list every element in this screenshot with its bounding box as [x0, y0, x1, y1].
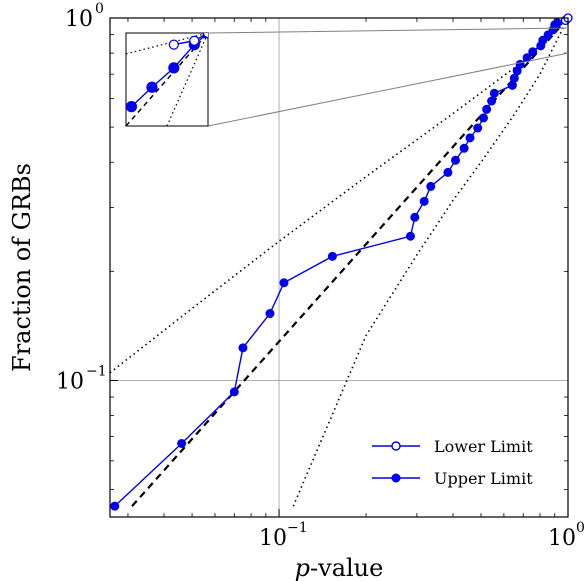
- y-tick-exponent-0: −1: [86, 363, 107, 379]
- data-point: [515, 59, 525, 69]
- data-point: [410, 212, 420, 222]
- grid-lines: [110, 18, 568, 517]
- inset-data-point: [202, 33, 208, 39]
- x-tick-exponent-1: 0: [576, 520, 585, 536]
- x-tick-label-1: 10: [548, 526, 576, 551]
- legend-entry-lower-limit: Lower Limit: [372, 437, 533, 456]
- zoom-inset: [125, 27, 569, 127]
- data-point: [229, 387, 239, 397]
- inset-reference-dotted-upper: [126, 33, 208, 55]
- legend-marker-filled-circle: [391, 473, 401, 483]
- data-point: [177, 438, 187, 448]
- data-point: [487, 96, 497, 106]
- reference-line-dotted-2: [292, 18, 568, 507]
- data-point: [528, 47, 538, 57]
- data-point: [538, 35, 548, 45]
- y-tick-exponent-1: 0: [95, 1, 104, 17]
- data-point: [419, 196, 429, 206]
- legend-label-lower: Lower Limit: [434, 437, 533, 456]
- data-point: [479, 113, 489, 123]
- data-point: [552, 18, 562, 28]
- data-point: [405, 231, 415, 241]
- axis-ticks: 10 −1 10 010 −110 0: [56, 1, 585, 551]
- inset-connector-bottom: [207, 52, 569, 127]
- data-point: [489, 88, 499, 98]
- legend-marker-open-circle: [391, 441, 401, 451]
- data-point: [279, 278, 289, 288]
- inset-connector-top: [207, 27, 569, 34]
- data-point: [110, 501, 120, 511]
- legend-label-upper: Upper Limit: [434, 469, 533, 488]
- x-axis-label: p-value: [295, 554, 384, 581]
- inset-data-point: [146, 81, 158, 93]
- data-point: [509, 73, 519, 83]
- data-point: [426, 181, 436, 191]
- data-point: [265, 309, 275, 319]
- data-point: [465, 133, 475, 143]
- data-point: [482, 104, 492, 114]
- data-point: [327, 251, 337, 261]
- inset-plot: [126, 33, 208, 126]
- y-tick-label-1: 10: [65, 7, 93, 32]
- legend: Lower Limit Upper Limit: [372, 437, 533, 488]
- inset-data-point: [168, 39, 179, 50]
- data-point: [473, 123, 483, 133]
- inset-data-point: [126, 101, 138, 113]
- x-tick-exponent-0: −1: [287, 520, 308, 536]
- inset-reference-dotted-lower: [166, 33, 208, 126]
- data-point: [459, 143, 469, 153]
- inset-data-point: [189, 35, 200, 46]
- y-tick-label-0: 10: [56, 369, 84, 394]
- data-point: [450, 155, 460, 165]
- data-point: [443, 167, 453, 177]
- legend-entry-upper-limit: Upper Limit: [372, 469, 533, 488]
- plot-frame: [109, 17, 569, 518]
- data-point: [238, 343, 248, 353]
- x-tick-label-0: 10: [259, 526, 287, 551]
- inset-data-point: [168, 62, 180, 74]
- y-axis-label: Fraction of GRBs: [8, 163, 36, 372]
